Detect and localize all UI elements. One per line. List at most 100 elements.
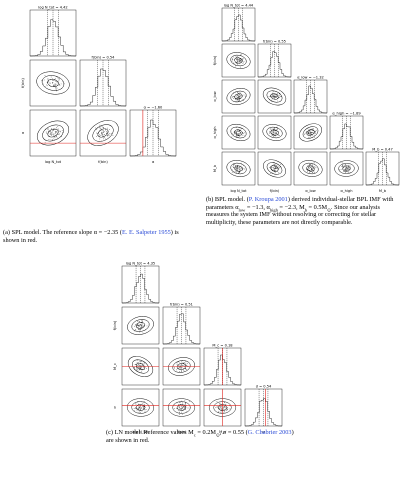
sample-dot [349,167,350,169]
contour [47,79,59,87]
contour [306,165,315,172]
sample-dot [141,323,142,325]
citation-link[interactable]: P. Kroupa 2001 [248,196,288,203]
sample-dot [242,99,244,100]
sample-dot [279,166,280,168]
sample-dot [237,60,238,62]
contour [131,401,150,414]
sample-dot [181,370,182,372]
caption-text: low [238,206,246,212]
sample-dot [47,78,49,79]
sample-dot [111,133,112,134]
sample-dot [104,131,105,132]
sample-dot [177,410,179,411]
sample-dot [239,167,241,168]
sample-dot [312,172,313,174]
sample-dot [239,131,240,133]
sample-dot [231,136,233,138]
contour [302,126,319,139]
sample-dot [178,406,180,408]
sample-dot [102,128,104,129]
sample-dot [138,408,139,410]
sample-dot [219,408,221,410]
sample-dot [238,100,239,102]
sample-dot [241,135,243,136]
panel-frame [29,109,77,157]
contour [270,165,279,172]
sample-dot [135,403,137,405]
sample-dot [231,59,233,60]
sample-dot [274,164,275,165]
sample-dot [345,167,347,168]
sample-dot [100,128,102,130]
sample-dot [278,168,280,170]
sample-dot [313,168,314,169]
contour [36,71,70,95]
sample-dot [276,96,278,97]
sample-dot [179,407,180,409]
sample-dot [221,406,223,408]
sample-dot [273,161,275,163]
citation-link[interactable]: G. Chabrier 2003 [247,429,292,436]
sample-dot [220,411,222,413]
contour [230,54,247,67]
sample-dot [310,169,312,171]
sample-dot [139,361,141,363]
sample-dot [340,169,342,170]
sample-dot [273,91,275,93]
sample-dot [274,97,276,99]
sample-dot [237,94,239,96]
sample-dot [269,172,271,174]
contour [262,87,287,106]
histogram [329,123,364,150]
sample-dot [269,130,270,132]
sample-dot [312,164,313,166]
sample-dot [220,407,222,409]
sample-dot [311,168,312,170]
sample-dot [308,165,310,167]
histogram [79,68,127,107]
sample-dot [141,324,143,326]
sample-dot [310,167,311,168]
sample-dot [107,135,109,137]
sample-dot [53,86,55,87]
caption: (c) LN model. Reference values Mc = 0.2M… [106,429,302,444]
citation-link[interactable]: E. E. Salpeter 1955 [122,229,171,236]
sample-dot [55,132,57,134]
x-axis-label: log N_tot [45,160,62,164]
sample-dot [272,130,273,132]
sample-dot [232,164,234,166]
sample-dot [134,408,136,409]
sample-dot [103,134,105,136]
sample-dot [238,99,240,101]
sample-dot [341,165,343,167]
sample-dot [133,408,135,409]
sample-dot [275,168,277,169]
sample-dot [138,328,140,330]
sample-dot [236,100,238,102]
sample-dot [270,129,272,131]
sample-dot [99,135,101,137]
sample-dot [277,128,278,130]
contour [266,162,283,175]
sample-dot [180,368,182,369]
sample-dot [184,364,186,366]
sample-dot [180,361,182,362]
contour [132,359,149,374]
sample-dot [140,329,142,330]
sample-dot [137,327,138,328]
sample-dot [179,402,181,403]
sample-dot [236,56,237,58]
sample-dot [181,403,183,405]
y-axis-label: σ [113,406,117,409]
panel-title: α_low = −1.32 [297,76,324,80]
sample-dot [139,405,141,407]
sample-dot [236,135,238,137]
sample-dot [345,170,346,172]
sample-dot [233,171,235,173]
sample-dot [236,127,237,128]
sample-dot [96,136,97,137]
sample-dot [224,406,226,407]
sample-dot [223,406,225,407]
sample-dot [102,133,103,134]
